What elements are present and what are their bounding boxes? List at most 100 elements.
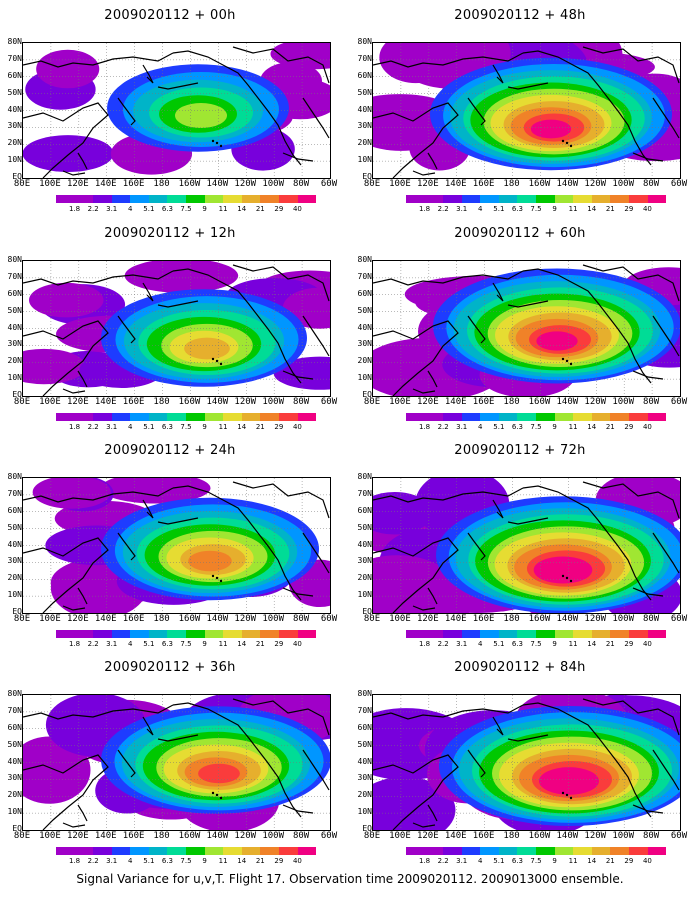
longitude-label: 140W (556, 614, 579, 624)
colorbar-swatch (278, 630, 298, 638)
grid-lines (373, 261, 680, 396)
colorbar-level-label: 5.1 (143, 423, 155, 431)
colorbar-swatch (628, 630, 648, 638)
map-plot-area (22, 477, 331, 614)
colorbar-level-label: 2.2 (87, 205, 99, 213)
longitude-label: 80E (13, 397, 31, 407)
colorbar-swatch (610, 413, 629, 421)
colorbar-swatch (628, 847, 648, 855)
longitude-label: 100W (612, 831, 635, 841)
colorbar-swatch (591, 195, 611, 203)
longitude-label: 140E (444, 614, 467, 624)
colorbar-swatch (56, 630, 75, 638)
colorbar-level-label: 3.1 (106, 205, 118, 213)
shaded-field (23, 43, 330, 175)
latitude-label: 80N (357, 255, 372, 264)
longitude-label: 80W (292, 831, 310, 841)
latitude-label: 70N (7, 488, 22, 498)
longitude-label: 140W (206, 179, 229, 189)
longitude-label: 140W (556, 397, 579, 407)
shaded-field (23, 261, 330, 390)
field-contour (188, 550, 232, 572)
colorbar-level-label: 5.1 (143, 205, 155, 213)
latitude-label: 20N (7, 356, 22, 366)
colorbar-swatch (610, 195, 629, 203)
colorbar-level-label: 5.1 (143, 857, 155, 865)
colorbar-swatch (241, 630, 261, 638)
coastlines (23, 481, 330, 613)
colorbar-level-label: 11 (568, 205, 578, 213)
colorbar-level-label: 40 (642, 423, 652, 431)
longitude-label: 100E (39, 397, 61, 407)
colorbar-swatch (517, 195, 537, 203)
longitude-label: 80E (363, 831, 381, 841)
latitude-label: 40N (357, 104, 372, 114)
colorbar-level-label: 14 (237, 423, 247, 431)
longitude-label: 100E (389, 397, 411, 407)
colorbar-swatch (406, 630, 425, 638)
longitude-label: 140E (94, 397, 117, 407)
colorbar-swatch (517, 630, 537, 638)
latitude-label: 30N (357, 556, 372, 566)
colorbar-level-label: 5.1 (493, 423, 505, 431)
latitude-label: 20N (7, 790, 22, 800)
colorbar-level-label: 2.2 (437, 423, 449, 431)
map-plot-area (22, 694, 331, 831)
colorbar-level-label: 6.3 (511, 205, 523, 213)
colorbar-swatch (406, 195, 425, 203)
map-plot-area (372, 42, 681, 179)
latitude-label: 70N (357, 271, 372, 281)
colorbar-level-label: 6.3 (161, 640, 173, 648)
colorbar-level-label: 3.1 (456, 640, 468, 648)
latitude-label: 70N (357, 53, 372, 63)
colorbar-level-label: 4 (478, 423, 483, 431)
latitude-label: 80N (7, 472, 22, 481)
colorbar-swatch (406, 413, 425, 421)
grid-lines (23, 478, 330, 613)
colorbar-level-label: 2.2 (437, 640, 449, 648)
latitude-label: 60N (357, 70, 372, 80)
panel-title: 2009020112 + 00h (104, 8, 236, 23)
latitude-label: 60N (357, 505, 372, 515)
colorbar-swatch (461, 195, 481, 203)
colorbar-level-label: 5.1 (493, 640, 505, 648)
colorbar-level-label: 40 (292, 857, 302, 865)
longitude-label: 140E (444, 831, 467, 841)
colorbar-level-label: 5.1 (493, 857, 505, 865)
colorbar-level-label: 3.1 (106, 423, 118, 431)
colorbar-swatch (223, 413, 242, 421)
colorbar-level-label: 11 (218, 640, 228, 648)
colorbar-swatch (554, 195, 574, 203)
colorbar-swatch (297, 413, 317, 421)
shaded-field (373, 43, 680, 171)
longitude-label: 100E (39, 614, 61, 624)
colorbar-level-label: 7.5 (180, 423, 192, 431)
latitude-label: EQ (12, 390, 22, 399)
colorbar-swatch (278, 195, 298, 203)
colorbar-swatch (204, 413, 224, 421)
colorbar-level-label: 21 (605, 640, 615, 648)
colorbar-swatch (148, 630, 168, 638)
latitude-label: 10N (7, 155, 22, 165)
colorbar-level-label: 9 (552, 423, 557, 431)
longitude-label: 140E (444, 397, 467, 407)
longitude-label: 180 (503, 831, 520, 841)
latitude-label: 70N (7, 705, 22, 715)
longitude-label: 120E (416, 179, 439, 189)
colorbar-level-label: 21 (255, 857, 265, 865)
colorbar-swatch (167, 195, 187, 203)
map-svg (23, 261, 330, 396)
field-blob (28, 282, 104, 318)
colorbar-swatch (278, 413, 298, 421)
colorbar-swatch (93, 847, 112, 855)
panel-title: 2009020112 + 36h (104, 660, 236, 675)
grid-lines (23, 261, 330, 396)
colorbar-swatch (223, 630, 242, 638)
longitude-label: 120E (416, 397, 439, 407)
colorbar-swatch (297, 195, 317, 203)
colorbar-swatch (517, 413, 537, 421)
colorbar-level-label: 3.1 (106, 640, 118, 648)
colorbar-level-label: 14 (237, 857, 247, 865)
colorbar-swatch (424, 847, 444, 855)
longitude-label: 120W (584, 614, 607, 624)
